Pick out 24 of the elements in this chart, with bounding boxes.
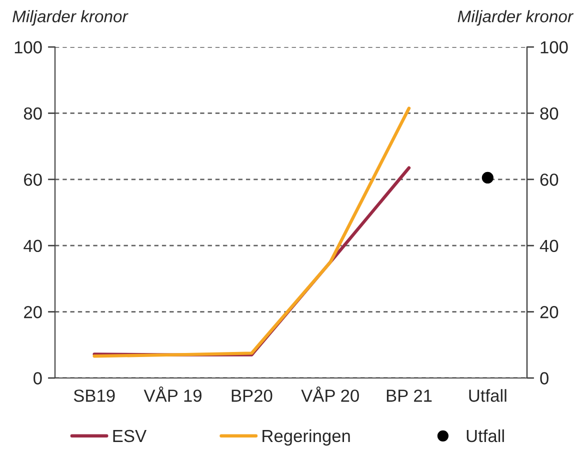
y2-tick-label: 20: [540, 306, 558, 318]
y2-tick-label: 60: [540, 174, 558, 186]
y2-tick-label: 80: [540, 107, 558, 120]
y2-tick-label: 40: [540, 240, 558, 252]
legend-label: Regeringen: [262, 429, 350, 446]
y-tick-label: 40: [24, 240, 42, 252]
x-tick-label: SB19: [74, 390, 115, 402]
y-axis-title: Miljarder kronor: [12, 10, 128, 26]
legend-label: ESV: [113, 430, 147, 442]
y2-tick-label: 100: [540, 41, 568, 54]
y-tick-label: 80: [24, 107, 42, 120]
y2-tick-label: 0: [540, 372, 548, 384]
x-tick-label: VÅP 19: [144, 386, 202, 402]
y-tick-label: 60: [24, 174, 42, 186]
x-tick-label: BP 21: [386, 390, 432, 402]
legend-label: Utfall: [466, 429, 504, 442]
y-tick-label: 100: [14, 41, 42, 54]
y2-axis-title: Miljarder kronor: [458, 10, 574, 26]
y-tick-label: 20: [24, 306, 42, 318]
line-series: [92, 106, 411, 358]
x-tick-label: Utfall: [469, 389, 506, 402]
x-tick-label: BP20: [232, 390, 272, 402]
y-tick-label: 0: [34, 372, 42, 384]
x-tick-label: VÅP 20: [301, 386, 359, 402]
